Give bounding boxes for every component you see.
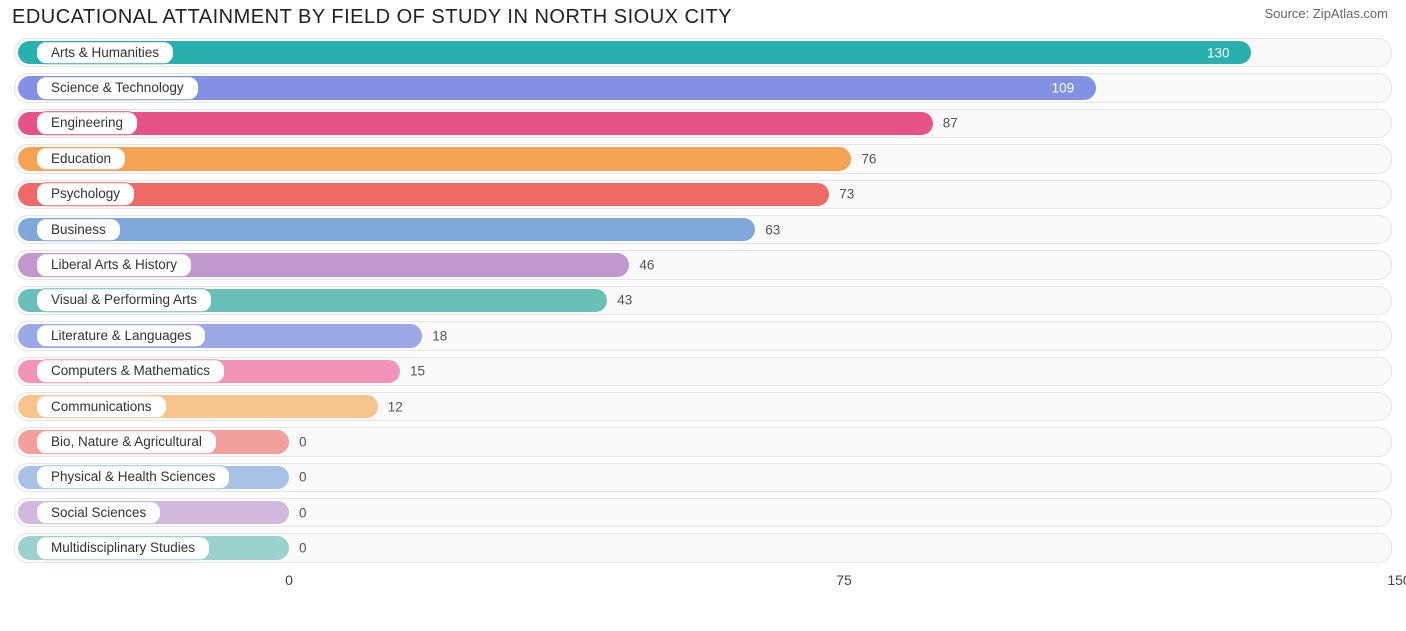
value-label: 63 [765, 222, 780, 237]
source-prefix: Source: [1264, 6, 1312, 21]
bar-fill [18, 41, 1251, 64]
category-label: Psychology [36, 182, 135, 206]
bar-row: Liberal Arts & History 46 [14, 247, 1392, 282]
chart-title: EDUCATIONAL ATTAINMENT BY FIELD OF STUDY… [12, 6, 732, 29]
value-label: 12 [388, 399, 403, 414]
category-label: Computers & Mathematics [36, 359, 225, 383]
category-label: Education [36, 147, 126, 171]
category-label: Bio, Nature & Agricultural [36, 430, 217, 454]
source-name: ZipAtlas.com [1313, 6, 1388, 21]
category-label: Visual & Performing Arts [36, 289, 212, 313]
value-label: 0 [299, 434, 307, 449]
value-label: 87 [943, 116, 958, 131]
bar-fill [18, 183, 829, 206]
value-label: 130 [1207, 45, 1230, 60]
bar-row: Engineering 87 [14, 106, 1392, 141]
category-label: Multidisciplinary Studies [36, 536, 210, 560]
bar-row: Psychology 73 [14, 177, 1392, 212]
bar-row: Bio, Nature & Agricultural 0 [14, 424, 1392, 459]
value-label: 73 [839, 187, 854, 202]
value-label: 0 [299, 505, 307, 520]
chart-source: Source: ZipAtlas.com [1264, 6, 1388, 21]
value-label: 0 [299, 541, 307, 556]
x-axis-tick: 0 [285, 572, 293, 588]
bar-row: Computers & Mathematics 15 [14, 354, 1392, 389]
category-label: Engineering [36, 112, 138, 136]
bar-row: Social Sciences 0 [14, 495, 1392, 530]
category-label: Liberal Arts & History [36, 253, 192, 277]
value-label: 109 [1052, 81, 1075, 96]
category-label: Science & Technology [36, 76, 199, 100]
category-label: Communications [36, 395, 167, 419]
chart-area: Arts & Humanities 130 Science & Technology… [0, 31, 1406, 566]
bar-row: Education 76 [14, 141, 1392, 176]
bar-fill [18, 218, 755, 241]
bar-row: Business 63 [14, 212, 1392, 247]
bar-fill [18, 112, 933, 135]
bar-row: Arts & Humanities 130 [14, 35, 1392, 70]
bar-row: Multidisciplinary Studies 0 [14, 530, 1392, 565]
category-label: Social Sciences [36, 501, 161, 525]
value-label: 43 [617, 293, 632, 308]
value-label: 15 [410, 364, 425, 379]
x-axis-tick: 150 [1387, 572, 1406, 588]
value-label: 76 [861, 151, 876, 166]
bar-row: Visual & Performing Arts 43 [14, 283, 1392, 318]
bar-row: Physical & Health Sciences 0 [14, 460, 1392, 495]
category-label: Literature & Languages [36, 324, 206, 348]
x-axis-tick: 75 [836, 572, 852, 588]
bar-row: Communications 12 [14, 389, 1392, 424]
category-label: Physical & Health Sciences [36, 466, 230, 490]
chart-header: EDUCATIONAL ATTAINMENT BY FIELD OF STUDY… [0, 0, 1406, 31]
bar-fill [18, 147, 851, 170]
category-label: Arts & Humanities [36, 41, 174, 65]
value-label: 0 [299, 470, 307, 485]
bar-row: Literature & Languages 18 [14, 318, 1392, 353]
value-label: 46 [639, 258, 654, 273]
bar-row: Science & Technology 109 [14, 70, 1392, 105]
value-label: 18 [432, 328, 447, 343]
category-label: Business [36, 218, 121, 242]
x-axis: 075150 [14, 572, 1392, 602]
